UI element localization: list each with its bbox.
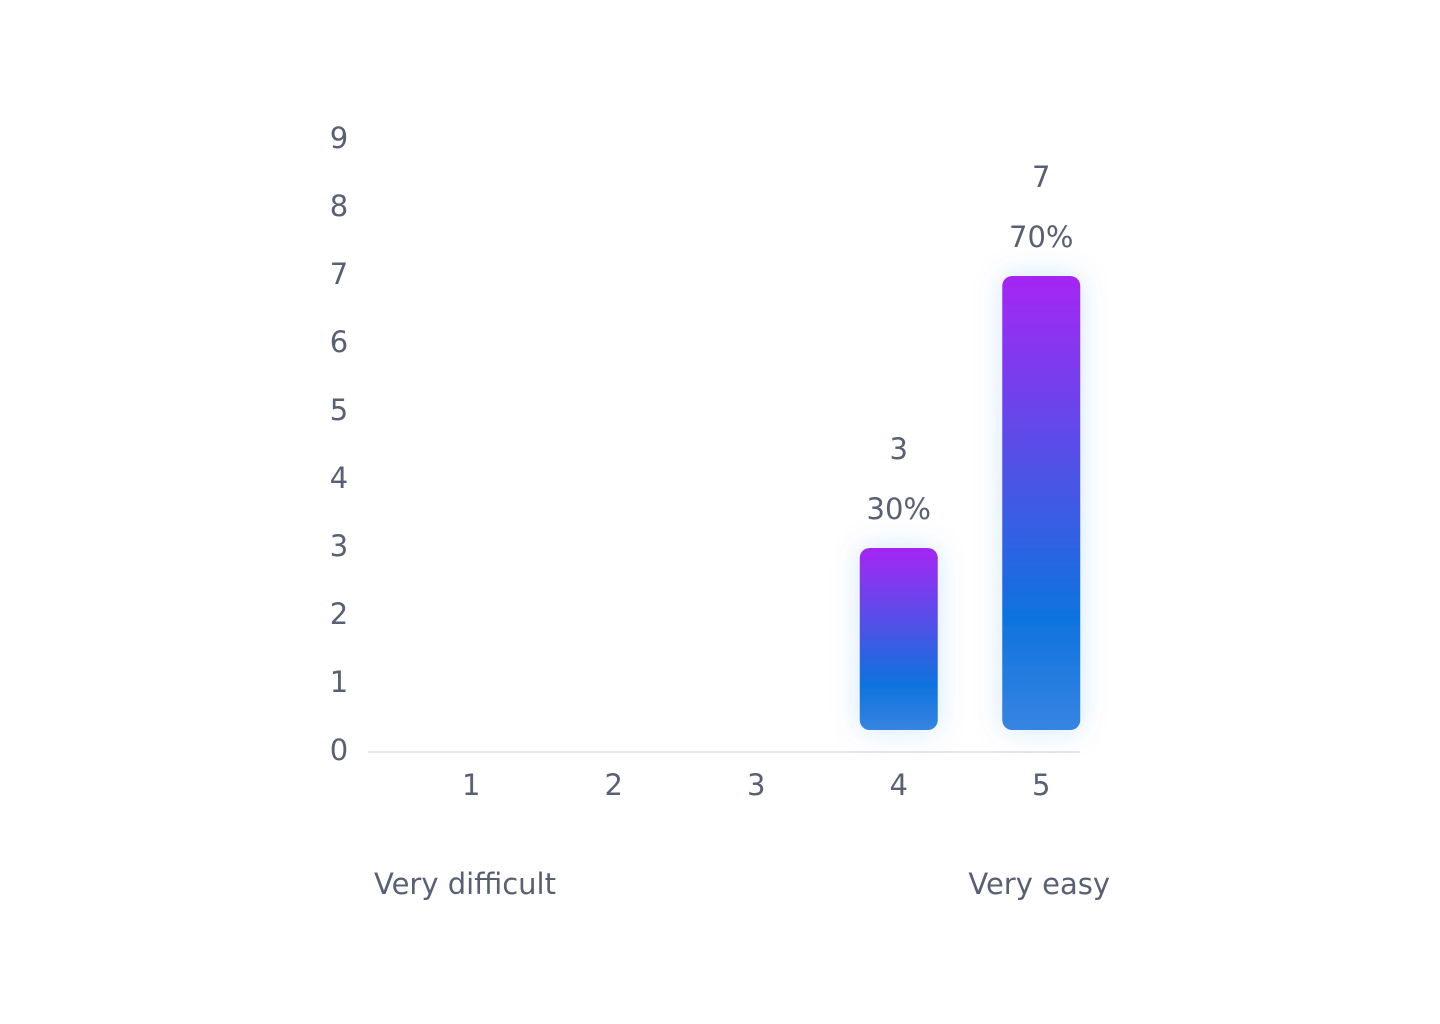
value-label: 7 — [1032, 160, 1050, 194]
x-tick-label: 5 — [1032, 768, 1050, 802]
scale-label-low: Very difficult — [374, 867, 556, 901]
y-tick-label: 1 — [330, 665, 348, 699]
x-tick-label: 2 — [605, 768, 623, 802]
scale-label-high: Very easy — [968, 867, 1110, 901]
y-tick-label: 3 — [330, 529, 348, 563]
bar — [859, 548, 938, 730]
x-tick-label: 4 — [890, 768, 908, 802]
bar — [1002, 276, 1081, 730]
y-tick-label: 8 — [330, 189, 348, 223]
y-tick-label: 7 — [330, 257, 348, 291]
y-tick-label: 0 — [330, 733, 348, 767]
y-tick-label: 4 — [330, 461, 348, 495]
x-tick-label: 3 — [747, 768, 765, 802]
y-tick-label: 9 — [330, 121, 348, 155]
percentage-label: 70% — [1009, 220, 1073, 254]
y-tick-label: 5 — [330, 393, 348, 427]
value-label: 3 — [890, 432, 908, 466]
y-tick-label: 6 — [330, 325, 348, 359]
y-tick-label: 2 — [330, 597, 348, 631]
percentage-label: 30% — [867, 492, 931, 526]
x-tick-label: 1 — [462, 768, 480, 802]
